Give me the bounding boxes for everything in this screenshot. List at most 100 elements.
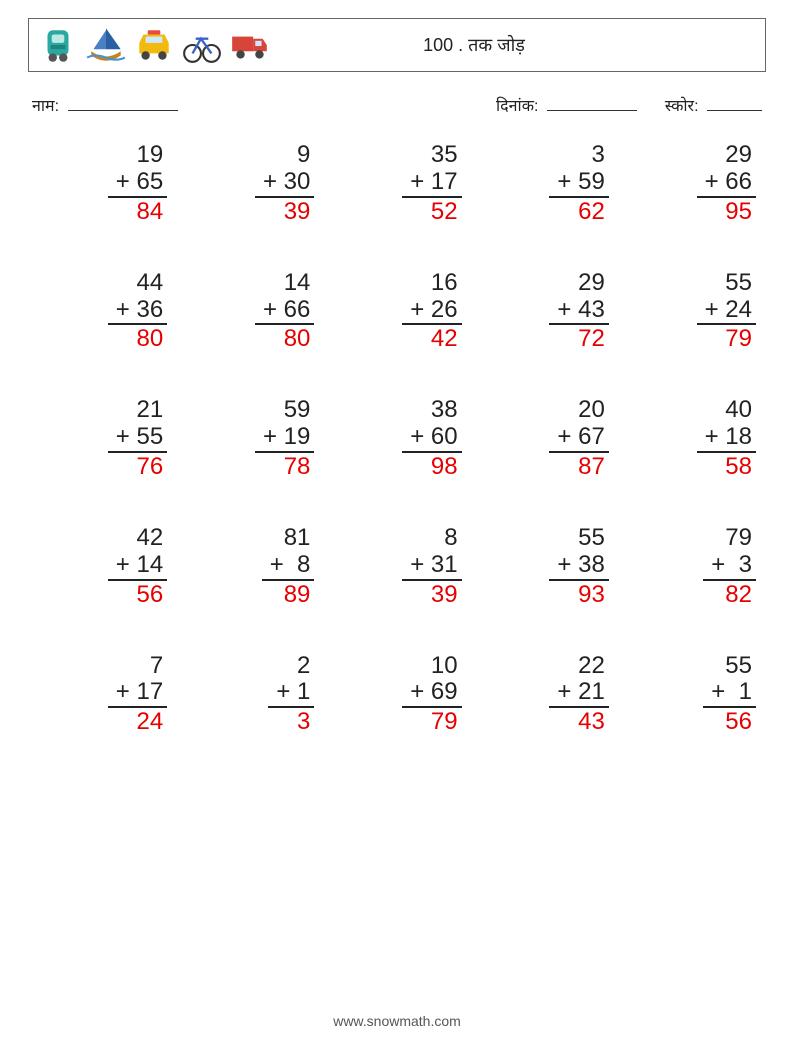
- addend-bottom: + 36: [108, 297, 167, 326]
- worksheet-title: 100 . तक जोड़: [271, 33, 757, 57]
- name-field: नाम:: [32, 94, 178, 116]
- addend-top: 55: [697, 270, 756, 297]
- answer: 24: [108, 708, 167, 736]
- addend-top: 29: [549, 270, 608, 297]
- addend-top: 59: [255, 397, 314, 424]
- answer: 79: [697, 325, 756, 353]
- problem: 29+ 66 95: [627, 142, 756, 226]
- addend-top: 79: [703, 525, 756, 552]
- answer: 3: [268, 708, 314, 736]
- addend-top: 81: [262, 525, 315, 552]
- problem: 14+ 66 80: [185, 270, 314, 354]
- addend-bottom: + 18: [697, 424, 756, 453]
- date-label: दिनांक:: [496, 98, 538, 115]
- problem: 55+ 1 56: [627, 653, 756, 737]
- problem: 21+ 55 76: [38, 397, 167, 481]
- worksheet-header: 100 . तक जोड़: [28, 18, 766, 72]
- problem: 44+ 36 80: [38, 270, 167, 354]
- footer-url: www.snowmath.com: [0, 1013, 794, 1029]
- score-label: स्कोर:: [665, 98, 699, 115]
- problem: 35+ 17 52: [332, 142, 461, 226]
- addend-bottom: + 21: [549, 679, 608, 708]
- problem: 2+ 1 3: [185, 653, 314, 737]
- addend-top: 10: [402, 653, 461, 680]
- addend-top: 20: [549, 397, 608, 424]
- problem: 38+ 60 98: [332, 397, 461, 481]
- addend-top: 3: [549, 142, 608, 169]
- addend-bottom: + 17: [402, 169, 461, 198]
- problem: 8+ 31 39: [332, 525, 461, 609]
- addend-top: 7: [108, 653, 167, 680]
- addend-bottom: + 55: [108, 424, 167, 453]
- addend-bottom: + 8: [262, 552, 315, 581]
- truck-icon: [229, 24, 271, 66]
- answer: 58: [697, 453, 756, 481]
- problem: 81+ 8 89: [185, 525, 314, 609]
- addend-bottom: + 60: [402, 424, 461, 453]
- addend-bottom: + 66: [697, 169, 756, 198]
- date-blank[interactable]: [547, 97, 637, 111]
- answer: 80: [108, 325, 167, 353]
- problem: 10+ 69 79: [332, 653, 461, 737]
- header-icons: [37, 24, 271, 66]
- addend-bottom: + 19: [255, 424, 314, 453]
- answer: 43: [549, 708, 608, 736]
- addend-top: 21: [108, 397, 167, 424]
- addend-top: 8: [402, 525, 461, 552]
- addend-top: 22: [549, 653, 608, 680]
- addend-top: 42: [108, 525, 167, 552]
- score-blank[interactable]: [707, 97, 762, 111]
- problem: 20+ 67 87: [480, 397, 609, 481]
- addend-top: 14: [255, 270, 314, 297]
- problem: 40+ 18 58: [627, 397, 756, 481]
- problem: 29+ 43 72: [480, 270, 609, 354]
- answer: 72: [549, 325, 608, 353]
- problem: 16+ 26 42: [332, 270, 461, 354]
- problem: 79+ 3 82: [627, 525, 756, 609]
- addend-top: 2: [268, 653, 314, 680]
- answer: 56: [108, 581, 167, 609]
- answer: 76: [108, 453, 167, 481]
- addend-top: 38: [402, 397, 461, 424]
- problem: 55+ 24 79: [627, 270, 756, 354]
- addend-bottom: + 1: [703, 679, 756, 708]
- problem: 55+ 38 93: [480, 525, 609, 609]
- taxi-icon: [133, 24, 175, 66]
- train-icon: [37, 24, 79, 66]
- answer: 56: [703, 708, 756, 736]
- addend-bottom: + 17: [108, 679, 167, 708]
- answer: 95: [697, 198, 756, 226]
- answer: 80: [255, 325, 314, 353]
- addend-bottom: + 26: [402, 297, 461, 326]
- addend-bottom: + 69: [402, 679, 461, 708]
- problem: 19+ 65 84: [38, 142, 167, 226]
- name-label: नाम:: [32, 98, 59, 115]
- problem: 9+ 30 39: [185, 142, 314, 226]
- addend-bottom: + 31: [402, 552, 461, 581]
- answer: 79: [402, 708, 461, 736]
- problems-grid: 19+ 65 84 9+ 30 39 35+ 17 52 3+ 59 62 29…: [38, 142, 756, 736]
- date-field: दिनांक:: [496, 94, 637, 116]
- addend-top: 44: [108, 270, 167, 297]
- problem: 22+ 21 43: [480, 653, 609, 737]
- addend-top: 35: [402, 142, 461, 169]
- addend-bottom: + 67: [549, 424, 608, 453]
- problem: 7+ 17 24: [38, 653, 167, 737]
- bicycle-icon: [181, 24, 223, 66]
- addend-bottom: + 24: [697, 297, 756, 326]
- addend-top: 40: [697, 397, 756, 424]
- addend-bottom: + 65: [108, 169, 167, 198]
- addend-top: 55: [703, 653, 756, 680]
- answer: 84: [108, 198, 167, 226]
- answer: 62: [549, 198, 608, 226]
- answer: 93: [549, 581, 608, 609]
- addend-bottom: + 38: [549, 552, 608, 581]
- answer: 39: [255, 198, 314, 226]
- addend-top: 55: [549, 525, 608, 552]
- problem: 3+ 59 62: [480, 142, 609, 226]
- addend-bottom: + 1: [268, 679, 314, 708]
- name-blank[interactable]: [68, 97, 178, 111]
- addend-top: 29: [697, 142, 756, 169]
- addend-bottom: + 59: [549, 169, 608, 198]
- addend-bottom: + 3: [703, 552, 756, 581]
